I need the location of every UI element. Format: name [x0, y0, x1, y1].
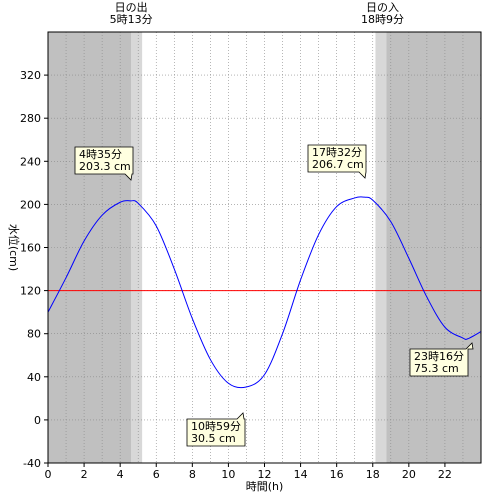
- annotation-time: 17時32分: [312, 146, 362, 159]
- x-tick-label: 4: [117, 468, 124, 481]
- sunrise-title: 日の出: [115, 0, 148, 14]
- y-tick-label: 160: [20, 242, 41, 255]
- sunrise-time: 5時13分: [110, 13, 153, 26]
- x-tick-label: 2: [81, 468, 88, 481]
- x-tick-label: 10: [221, 468, 235, 481]
- annotation-box: [74, 146, 134, 181]
- y-tick-label: 280: [20, 112, 41, 125]
- annotation-level: 206.7 cm: [312, 158, 364, 171]
- x-tick-label: 14: [294, 468, 308, 481]
- annotation-level: 75.3 cm: [414, 362, 459, 375]
- annotation-time: 10時59分: [191, 420, 241, 433]
- y-tick-label: 320: [20, 69, 41, 82]
- annotation-box: [409, 342, 474, 377]
- axis-ticks: 0 2 4 6 8 10 12 14 16 18 20 22 -40 0 40 80 120 160 200 240 2…: [20, 69, 452, 481]
- x-tick-label: 20: [402, 468, 416, 481]
- annotation-time: 23時16分: [414, 350, 464, 363]
- y-tick-label: -40: [23, 457, 41, 470]
- x-tick-label: 22: [438, 468, 452, 481]
- y-tick-label: 120: [20, 285, 41, 298]
- sunset-title: 日の入: [366, 1, 399, 14]
- night-band-evening: [386, 32, 481, 463]
- y-tick-label: 0: [34, 414, 41, 427]
- y-tick-label: 40: [27, 371, 41, 384]
- y-axis-title: 水位(cm): [7, 224, 21, 271]
- y-tick-label: 80: [27, 328, 41, 341]
- x-tick-label: 8: [189, 468, 196, 481]
- annotation-box: [186, 412, 246, 447]
- twilight-band-morning: [131, 32, 143, 463]
- x-tick-label: 6: [153, 468, 160, 481]
- annotation-box: [307, 144, 367, 179]
- annotation-level: 203.3 cm: [79, 160, 131, 173]
- y-tick-label: 200: [20, 198, 41, 211]
- tide-series-line: [47, 196, 482, 389]
- x-tick-label: 12: [258, 468, 272, 481]
- x-tick-label: 18: [366, 468, 380, 481]
- twilight-band-evening: [375, 32, 387, 463]
- x-tick-label: 16: [330, 468, 344, 481]
- x-tick-label: 0: [45, 468, 52, 481]
- y-tick-label: 240: [20, 155, 41, 168]
- x-axis-title: 時間(h): [246, 480, 284, 493]
- annotation-level: 30.5 cm: [191, 432, 236, 445]
- sunset-time: 18時9分: [361, 13, 404, 26]
- annotation-time: 4時35分: [79, 148, 122, 161]
